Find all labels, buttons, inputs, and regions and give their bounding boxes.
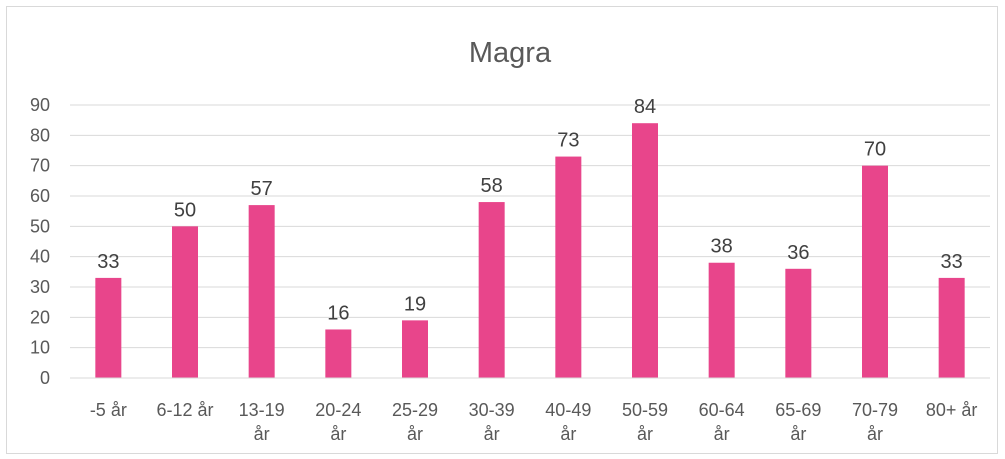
data-label: 19	[404, 293, 426, 315]
gridlines	[70, 104, 990, 349]
y-tick-label: 20	[30, 307, 50, 327]
bar	[325, 329, 352, 378]
data-label: 33	[97, 251, 119, 273]
bar	[938, 277, 965, 378]
data-label: 84	[634, 96, 656, 118]
y-tick-label: 60	[30, 186, 50, 206]
y-tick-label: 50	[30, 216, 50, 236]
y-tick-label: 10	[30, 338, 50, 358]
data-label: 38	[711, 236, 733, 258]
y-tick-label: 0	[40, 368, 50, 388]
x-tick-label: 20-24 år	[315, 400, 361, 444]
bars	[95, 123, 965, 378]
y-tick-label: 30	[30, 277, 50, 297]
bar	[402, 320, 428, 378]
x-tick-label: 65-69 år	[775, 400, 821, 444]
x-tick-label: 25-29 år	[392, 400, 438, 444]
x-tick-label: 40-49 år	[545, 400, 591, 444]
x-tick-label: 30-39 år	[469, 400, 515, 444]
y-tick-label: 70	[30, 156, 50, 176]
data-label: 50	[174, 199, 196, 221]
y-tick-label: 40	[30, 247, 50, 267]
bar	[248, 205, 275, 378]
data-label: 70	[864, 139, 886, 161]
bar	[95, 277, 122, 378]
data-label: 58	[481, 175, 503, 197]
chart-title: Magra	[469, 37, 552, 69]
x-tick-label: -5 år	[90, 400, 127, 420]
y-tick-label: 80	[30, 125, 50, 145]
y-axis-ticks: 0 10 20 30 40 50 60 70 80 90	[30, 95, 50, 388]
x-tick-label: 80+ år	[926, 400, 978, 420]
bar	[785, 268, 812, 378]
bar	[862, 165, 888, 378]
bar	[555, 156, 582, 378]
x-axis-labels: -5 år 6-12 år 13-19 år 20-24 år 25-29 år 30-39 år…	[90, 400, 978, 444]
bar	[632, 123, 658, 378]
data-label: 73	[557, 130, 579, 152]
x-tick-label: 70-79 år	[852, 400, 898, 444]
data-label: 36	[787, 242, 809, 264]
bar	[708, 262, 735, 378]
x-tick-label: 13-19 år	[239, 400, 285, 444]
y-tick-label: 90	[30, 95, 50, 115]
x-tick-label: 50-59 år	[622, 400, 668, 444]
data-labels: 33 50 57 16 19 58 73 84 38 36 70 33	[97, 96, 963, 324]
bar	[478, 202, 505, 378]
bar	[172, 226, 198, 378]
data-label: 16	[327, 302, 349, 324]
x-tick-label: 60-64 år	[699, 400, 745, 444]
data-label: 57	[251, 178, 273, 200]
x-tick-label: 6-12 år	[156, 400, 213, 420]
data-label: 33	[941, 251, 963, 273]
